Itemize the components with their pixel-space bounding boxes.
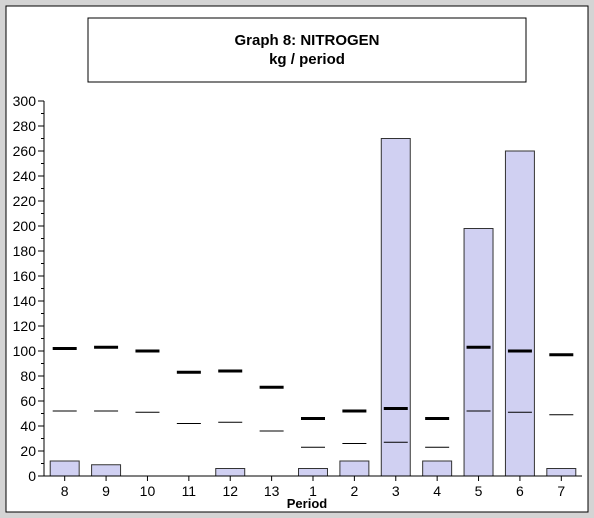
y-tick-label: 280 (13, 118, 37, 134)
y-tick-label: 0 (28, 468, 36, 484)
x-tick-label: 3 (392, 483, 400, 499)
x-tick-label: 5 (475, 483, 483, 499)
x-tick-label: 7 (557, 483, 565, 499)
y-axis: 0 20 40 60 80 100 120 140 160 180 200 220 240 260 280 3… (13, 93, 44, 484)
y-tick-label: 100 (13, 343, 37, 359)
x-tick-label: 1 (309, 483, 317, 499)
y-tick-label: 140 (13, 293, 37, 309)
x-axis-title: Period (287, 496, 328, 511)
x-tick-label: 6 (516, 483, 524, 499)
upper-markers (52, 345, 574, 420)
x-tick-label: 9 (102, 483, 110, 499)
bar-12 (215, 468, 246, 477)
x-tick-label: 10 (140, 483, 156, 499)
bar-1 (298, 468, 328, 477)
bar-3 (380, 138, 411, 477)
y-tick-label: 160 (13, 268, 37, 284)
bar-7 (546, 468, 577, 477)
bar-5 (463, 228, 494, 477)
y-tick-label: 180 (13, 243, 37, 259)
lower-markers (52, 410, 574, 448)
y-tick-label: 40 (20, 418, 36, 434)
x-tick-label: 8 (61, 483, 69, 499)
y-tick-label: 80 (20, 368, 36, 384)
y-tick-label: 220 (13, 193, 37, 209)
y-tick-label: 200 (13, 218, 37, 234)
x-tick-label: 2 (350, 483, 358, 499)
y-tick-label: 20 (20, 443, 36, 459)
y-tick-label: 60 (20, 393, 36, 409)
x-tick-label: 4 (433, 483, 441, 499)
x-tick-label: 11 (182, 483, 197, 499)
bar-2 (339, 460, 370, 477)
chart-title: Graph 8: NITROGEN (234, 32, 379, 49)
title-box (87, 17, 527, 83)
chart-subtitle: kg / period (269, 51, 345, 68)
x-axis: 8 9 10 11 12 13 1 2 3 4 5 6 7 (61, 476, 565, 499)
bar-9 (91, 464, 122, 477)
y-tick-label: 300 (13, 93, 37, 109)
bars (49, 138, 577, 477)
x-tick-label: 12 (222, 483, 238, 499)
y-tick-label: 240 (13, 168, 37, 184)
y-tick-label: 120 (13, 318, 37, 334)
bar-6 (504, 150, 535, 477)
bar-8 (49, 460, 80, 477)
x-tick-label: 13 (264, 483, 280, 499)
bar-4 (422, 460, 453, 477)
y-tick-label: 260 (13, 143, 37, 159)
